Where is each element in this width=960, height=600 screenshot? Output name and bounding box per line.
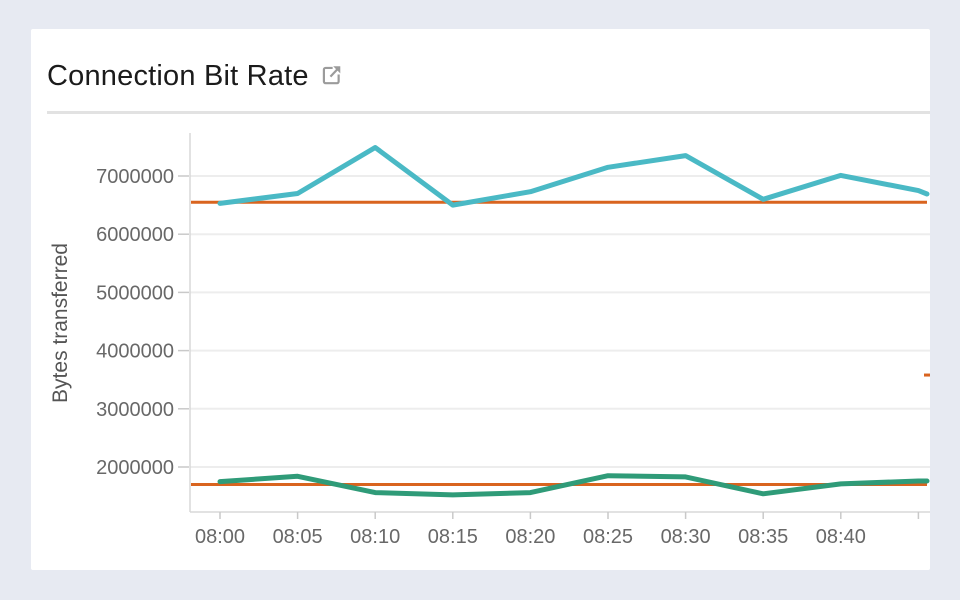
- y-tick-label: 3000000: [96, 399, 174, 421]
- x-tick-label: 08:00: [195, 526, 245, 548]
- y-axis-title: Bytes transferred: [49, 243, 72, 403]
- x-tick-label: 08:35: [738, 526, 788, 548]
- x-tick-label: 08:25: [583, 526, 633, 548]
- x-tick-label: 08:05: [273, 526, 323, 548]
- header-divider: [47, 111, 930, 114]
- x-tick-label: 08:20: [505, 526, 555, 548]
- x-tick-label: 08:15: [428, 526, 478, 548]
- y-tick-label: 2000000: [96, 457, 174, 479]
- bitrate-line-chart: 2000000 3000000 4000000 5000000 6000000 70000…: [49, 133, 930, 548]
- line-series-teal: [217, 145, 930, 208]
- x-tick-label: 08:10: [350, 526, 400, 548]
- line-series-green: [217, 473, 930, 498]
- y-tick-label: 6000000: [96, 224, 174, 246]
- y-tick-label: 5000000: [96, 282, 174, 304]
- x-tick-label: 08:40: [816, 526, 866, 548]
- y-tick-label: 4000000: [96, 341, 174, 363]
- chart-header: Connection Bit Rate: [31, 29, 930, 111]
- chart-card: Connection Bit Rate 2000000 3000000 400000…: [31, 29, 930, 570]
- chart-title: Connection Bit Rate: [47, 59, 309, 92]
- external-link-icon[interactable]: [319, 63, 343, 87]
- y-tick-label: 7000000: [96, 166, 174, 188]
- x-tick-label: 08:30: [661, 526, 711, 548]
